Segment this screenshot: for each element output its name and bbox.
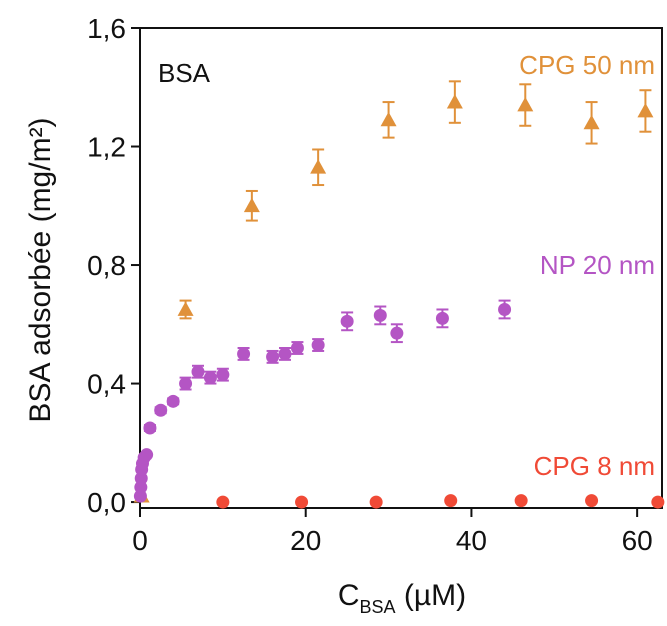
data-point (369, 495, 383, 509)
series-label: CPG 8 nm (534, 451, 655, 481)
data-point (295, 495, 309, 509)
y-tick-label: 1,2 (87, 132, 126, 163)
data-point (498, 302, 512, 316)
data-point (444, 494, 458, 508)
y-tick-label: 1,6 (87, 13, 126, 44)
y-axis-label: BSA adsorbée (mg/m²) (24, 117, 57, 422)
series-cpg-8-nm (216, 494, 665, 509)
data-point (237, 347, 251, 361)
x-tick-label: 60 (622, 525, 653, 556)
data-point (514, 494, 528, 508)
x-axis-label-subscript: BSA (360, 597, 396, 617)
panel-label: BSA (158, 58, 211, 88)
data-point (290, 341, 304, 355)
data-point (266, 350, 280, 364)
plot-frame (139, 27, 663, 509)
y-tick-label: 0,0 (87, 487, 126, 518)
x-axis-label-main: C (338, 579, 360, 612)
data-point (380, 111, 397, 127)
data-point (191, 365, 205, 379)
x-tick-label: 40 (456, 525, 487, 556)
text-layer: BSA BSA adsorbée (mg/m²) CBSA (µM) 0,00,… (24, 13, 655, 617)
data-point (216, 368, 230, 382)
y-tick-label: 0,4 (87, 369, 126, 400)
data-point (637, 102, 654, 118)
data-point (310, 159, 327, 174)
series-label: CPG 50 nm (519, 50, 655, 80)
x-tick-label: 20 (290, 525, 321, 556)
series-np-20-nm (133, 299, 512, 503)
data-point (243, 197, 260, 213)
x-tick-label: 0 (132, 525, 148, 556)
data-point (278, 347, 292, 361)
data-point (143, 421, 157, 435)
data-point (585, 494, 599, 508)
data-layer (133, 80, 665, 509)
data-point (373, 308, 387, 322)
data-point (177, 301, 194, 316)
x-axis-label-unit: (µM) (396, 579, 467, 612)
data-point (166, 394, 180, 408)
y-tick-label: 0,8 (87, 250, 126, 281)
data-point (154, 403, 168, 417)
data-point (340, 314, 354, 328)
data-point (517, 97, 534, 112)
series-cpg-50-nm (133, 80, 654, 503)
x-axis-label: CBSA (µM) (338, 579, 466, 617)
data-point (140, 448, 154, 462)
data-point (179, 377, 193, 391)
series-label: NP 20 nm (540, 250, 655, 280)
data-point (216, 495, 230, 509)
data-point (435, 311, 449, 325)
data-point (446, 94, 463, 109)
data-point (203, 371, 217, 385)
data-point (583, 114, 600, 130)
data-point (311, 338, 325, 352)
data-point (651, 495, 665, 509)
data-point (390, 326, 404, 340)
